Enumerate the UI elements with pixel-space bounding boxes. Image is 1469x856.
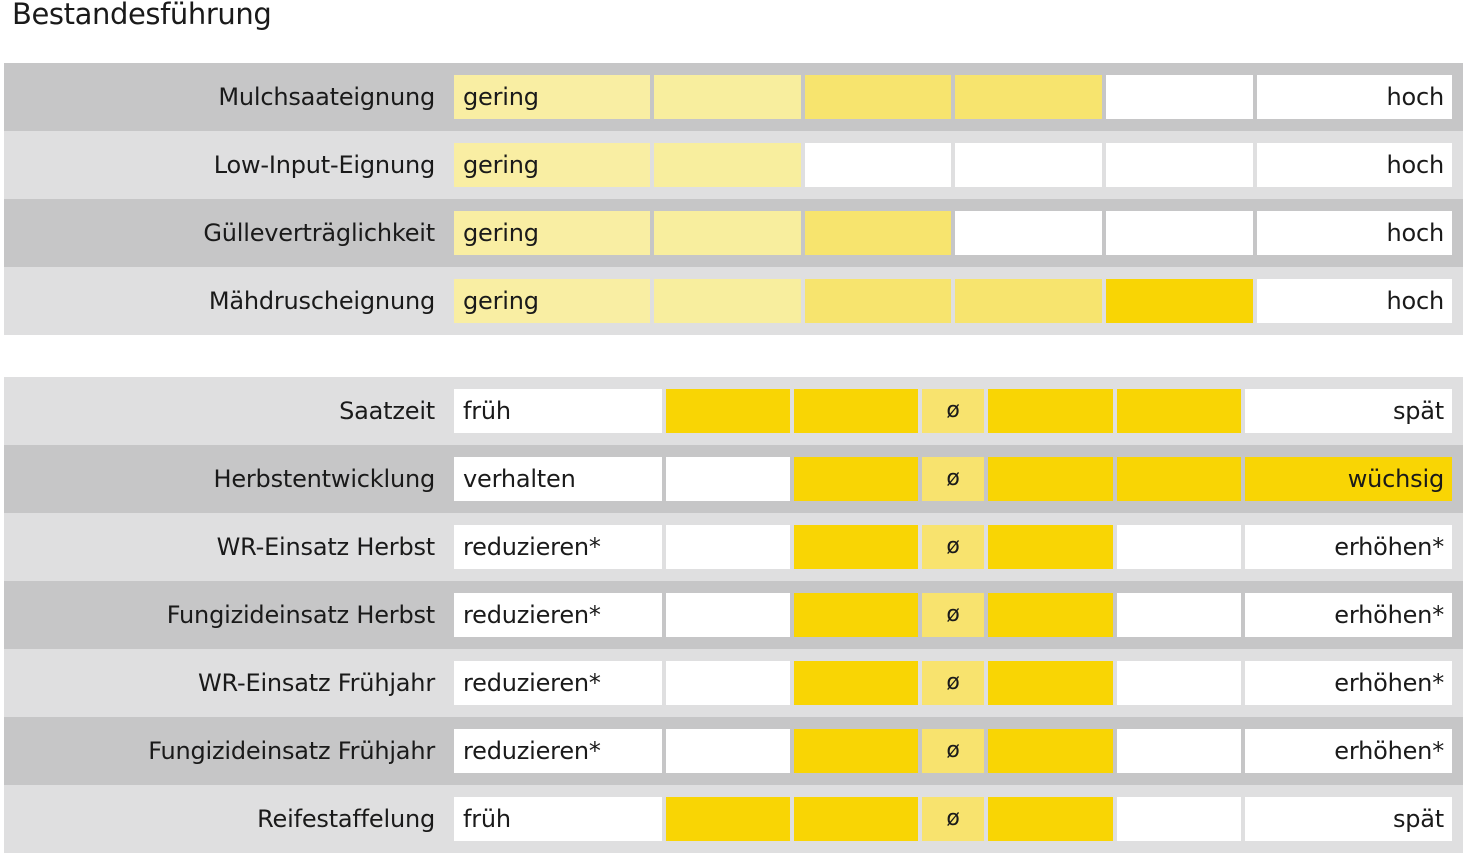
scale-cell — [1106, 279, 1253, 323]
rating-row-low-input-eignung: Low-Input-Eignung gering hoch — [4, 131, 1463, 199]
scale-cell — [955, 279, 1102, 323]
row-label: Mähdruscheignung — [208, 287, 435, 315]
scale-cell — [654, 211, 801, 255]
scale-high-label: erhöhen* — [1245, 593, 1452, 637]
scale-high-label: hoch — [1257, 143, 1452, 187]
page-title: Bestandesführung — [12, 0, 272, 31]
scale-cell — [1117, 593, 1241, 637]
scale-cell — [988, 457, 1113, 501]
row-label: Gülleverträglichkeit — [203, 219, 435, 247]
scale-high-label: hoch — [1257, 211, 1452, 255]
scale-low-label: gering — [454, 75, 650, 119]
scale-cell — [805, 75, 951, 119]
average-marker: ø — [922, 457, 984, 501]
scale-high-label: erhöhen* — [1245, 525, 1452, 569]
scale-cell — [805, 279, 951, 323]
scale-cell — [1117, 525, 1241, 569]
rating-row-saatzeit: Saatzeit früh ø spät — [4, 377, 1463, 445]
scale-cell — [666, 525, 790, 569]
scale-cell — [1117, 797, 1241, 841]
scale-cell — [654, 143, 801, 187]
scale-cell — [1117, 661, 1241, 705]
row-label: WR-Einsatz Herbst — [216, 533, 436, 561]
scale-low-label: verhalten — [454, 457, 662, 501]
scale-cell — [654, 279, 801, 323]
scale-high-label: hoch — [1257, 75, 1452, 119]
scale-cell — [666, 729, 790, 773]
scale-cell — [805, 211, 951, 255]
rating-row-wr-einsatz-frühjahr: WR-Einsatz Frühjahr reduzieren* ø erhöhen* — [4, 649, 1463, 717]
rating-row-reifestaffelung: Reifestaffelung früh ø spät — [4, 785, 1463, 853]
rating-row-mähdruscheignung: Mähdruscheignung gering hoch — [4, 267, 1463, 335]
scale-cell — [666, 593, 790, 637]
row-label: Fungizideinsatz Frühjahr — [148, 737, 435, 765]
scale-cell — [666, 661, 790, 705]
row-label: Herbstentwicklung — [213, 465, 435, 493]
scale-high-label: erhöhen* — [1245, 729, 1452, 773]
average-marker: ø — [922, 661, 984, 705]
scale-cell — [1106, 75, 1253, 119]
row-label: Reifestaffelung — [257, 805, 435, 833]
rating-section-suitability: Mulchsaateignung gering hoch Low-Input-Eign… — [4, 63, 1463, 335]
rating-row-fungizideinsatz-herbst: Fungizideinsatz Herbst reduzieren* ø erhöhe… — [4, 581, 1463, 649]
scale-cell — [988, 389, 1113, 433]
scale-cell — [988, 593, 1113, 637]
scale-low-label: früh — [454, 797, 662, 841]
scale-cell — [666, 457, 790, 501]
rating-row-herbstentwicklung: Herbstentwicklung verhalten ø wüchsig — [4, 445, 1463, 513]
scale-cell — [666, 797, 790, 841]
row-label: Saatzeit — [339, 397, 435, 425]
scale-cell — [794, 661, 918, 705]
scale-cell — [1117, 729, 1241, 773]
average-marker: ø — [922, 389, 984, 433]
scale-cell — [654, 75, 801, 119]
scale-cell — [988, 797, 1113, 841]
scale-high-label: wüchsig — [1245, 457, 1452, 501]
row-label: Fungizideinsatz Herbst — [166, 601, 435, 629]
scale-low-label: reduzieren* — [454, 593, 662, 637]
scale-cell — [1106, 143, 1253, 187]
rating-row-mulchsaateignung: Mulchsaateignung gering hoch — [4, 63, 1463, 131]
scale-cell — [794, 729, 918, 773]
scale-cell — [794, 525, 918, 569]
rating-row-fungizideinsatz-frühjahr: Fungizideinsatz Frühjahr reduzieren* ø erhö… — [4, 717, 1463, 785]
scale-cell — [794, 593, 918, 637]
row-label: Mulchsaateignung — [218, 83, 435, 111]
scale-cell — [955, 143, 1102, 187]
rating-section-management: Saatzeit früh ø spät Herbstentwicklung verhal… — [4, 377, 1463, 853]
scale-low-label: reduzieren* — [454, 661, 662, 705]
scale-cell — [988, 661, 1113, 705]
scale-high-label: erhöhen* — [1245, 661, 1452, 705]
average-marker: ø — [922, 593, 984, 637]
scale-cell — [1117, 457, 1241, 501]
scale-cell — [1106, 211, 1253, 255]
scale-cell — [988, 729, 1113, 773]
scale-cell — [794, 389, 918, 433]
scale-cell — [794, 797, 918, 841]
scale-cell — [805, 143, 951, 187]
scale-low-label: gering — [454, 143, 650, 187]
scale-high-label: spät — [1245, 797, 1452, 841]
average-marker: ø — [922, 797, 984, 841]
rating-row-gülleverträglichkeit: Gülleverträglichkeit gering hoch — [4, 199, 1463, 267]
scale-cell — [794, 457, 918, 501]
scale-cell — [1117, 389, 1241, 433]
scale-cell — [955, 211, 1102, 255]
rating-row-wr-einsatz-herbst: WR-Einsatz Herbst reduzieren* ø erhöhen* — [4, 513, 1463, 581]
row-label: Low-Input-Eignung — [213, 151, 435, 179]
scale-high-label: hoch — [1257, 279, 1452, 323]
scale-cell — [988, 525, 1113, 569]
average-marker: ø — [922, 525, 984, 569]
scale-cell — [666, 389, 790, 433]
scale-high-label: spät — [1245, 389, 1452, 433]
scale-low-label: früh — [454, 389, 662, 433]
scale-low-label: reduzieren* — [454, 729, 662, 773]
scale-low-label: gering — [454, 211, 650, 255]
scale-cell — [955, 75, 1102, 119]
scale-low-label: reduzieren* — [454, 525, 662, 569]
average-marker: ø — [922, 729, 984, 773]
row-label: WR-Einsatz Frühjahr — [198, 669, 435, 697]
scale-low-label: gering — [454, 279, 650, 323]
